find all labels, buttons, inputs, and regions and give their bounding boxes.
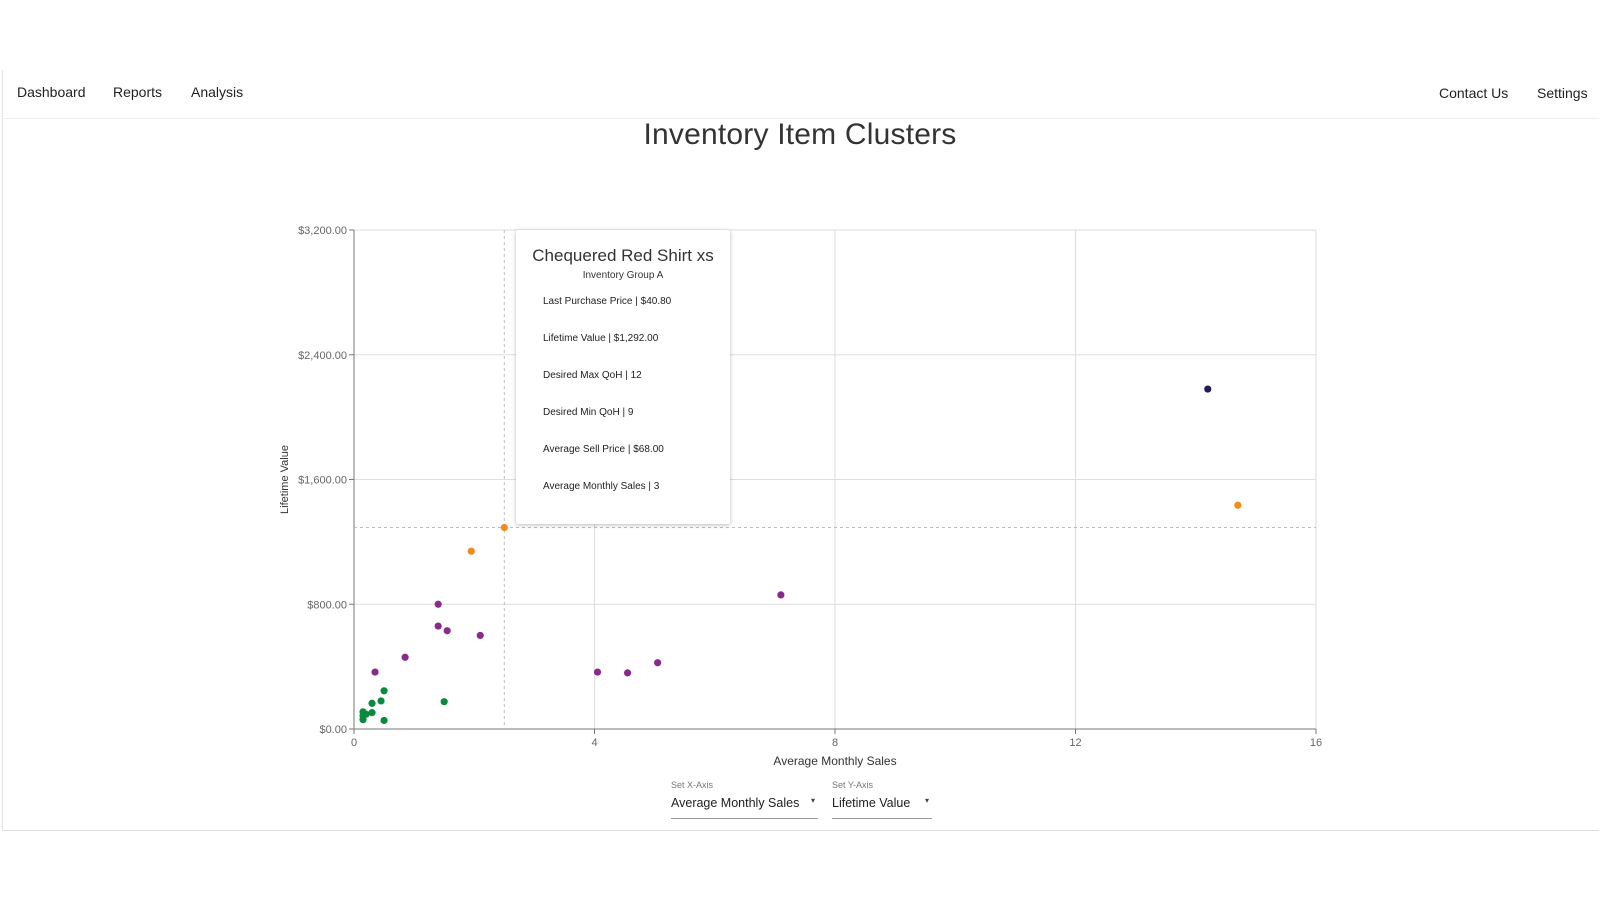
x-axis-select-value: Average Monthly Sales [671, 796, 800, 810]
x-axis-selector[interactable]: Set X-Axis Average Monthly Sales ▾ [671, 780, 818, 819]
data-point[interactable] [1234, 501, 1242, 509]
data-point[interactable] [371, 668, 379, 676]
y-axis-select[interactable]: Lifetime Value ▾ [832, 796, 932, 819]
y-tick-label: $1,600.00 [298, 475, 347, 487]
data-point[interactable] [777, 591, 785, 599]
data-point[interactable] [380, 687, 388, 695]
x-tick-label: 4 [591, 737, 597, 749]
data-point[interactable] [434, 622, 442, 630]
data-point[interactable] [362, 710, 370, 718]
y-axis-title: Lifetime Value [279, 445, 291, 514]
data-point[interactable] [377, 697, 385, 705]
data-point[interactable] [1204, 385, 1212, 393]
x-tick-label: 0 [351, 737, 357, 749]
y-tick-label: $2,400.00 [298, 350, 347, 362]
page-title: Inventory Item Clusters [643, 118, 957, 151]
data-point[interactable] [434, 600, 442, 608]
y-tick-label: $3,200.00 [298, 225, 347, 237]
data-point[interactable] [654, 659, 662, 667]
nav-reports[interactable]: Reports [113, 84, 163, 100]
x-axis-select[interactable]: Average Monthly Sales ▾ [671, 796, 818, 819]
x-tick-label: 12 [1069, 737, 1081, 749]
y-axis-select-value: Lifetime Value [832, 796, 911, 810]
nav-dashboard[interactable]: Dashboard [17, 84, 86, 100]
y-axis-selector-label: Set Y-Axis [832, 780, 874, 790]
nav-analysis[interactable]: Analysis [191, 84, 244, 100]
y-tick-label: $800.00 [307, 599, 347, 611]
x-axis-title: Average Monthly Sales [773, 754, 896, 768]
x-tick-label: 8 [832, 737, 838, 749]
top-navigation: Dashboard Reports Analysis Contact Us Se… [3, 70, 1599, 119]
y-tick-label: $0.00 [319, 724, 347, 736]
data-point[interactable] [443, 627, 451, 635]
point-tooltip: Chequered Red Shirt xs Inventory Group A… [516, 230, 730, 524]
y-axis-selector[interactable]: Set Y-Axis Lifetime Value ▾ [832, 780, 932, 819]
data-point[interactable] [593, 668, 602, 676]
chevron-down-icon[interactable]: ▾ [924, 796, 929, 805]
tooltip-desired-max-qoh: Desired Max QoH | 12 [543, 370, 642, 381]
data-point[interactable] [467, 547, 475, 555]
app-frame: Dashboard Reports Analysis Contact Us Se… [2, 70, 1599, 831]
tooltip-average-monthly-sales: Average Monthly Sales | 3 [543, 481, 660, 492]
data-point[interactable] [500, 523, 508, 532]
data-point[interactable] [368, 699, 376, 707]
data-point[interactable] [623, 669, 632, 677]
x-tick-label: 16 [1310, 737, 1322, 749]
tooltip-lifetime-value: Lifetime Value | $1,292.00 [543, 333, 659, 344]
data-point[interactable] [368, 709, 376, 717]
tooltip-desired-min-qoh: Desired Min QoH | 9 [543, 407, 634, 418]
nav-settings[interactable]: Settings [1537, 85, 1588, 101]
tooltip-last-purchase-price: Last Purchase Price | $40.80 [543, 296, 672, 307]
tooltip-average-sell-price: Average Sell Price | $68.00 [543, 444, 664, 455]
data-point[interactable] [380, 716, 388, 725]
data-point[interactable] [401, 653, 409, 661]
tooltip-subtitle: Inventory Group A [582, 270, 664, 281]
data-point[interactable] [440, 698, 448, 706]
x-axis-selector-label: Set X-Axis [671, 780, 714, 790]
chevron-down-icon[interactable]: ▾ [810, 796, 815, 805]
nav-contact-us[interactable]: Contact Us [1439, 85, 1509, 101]
tooltip-title: Chequered Red Shirt xs [532, 246, 714, 265]
data-point[interactable] [476, 631, 484, 640]
